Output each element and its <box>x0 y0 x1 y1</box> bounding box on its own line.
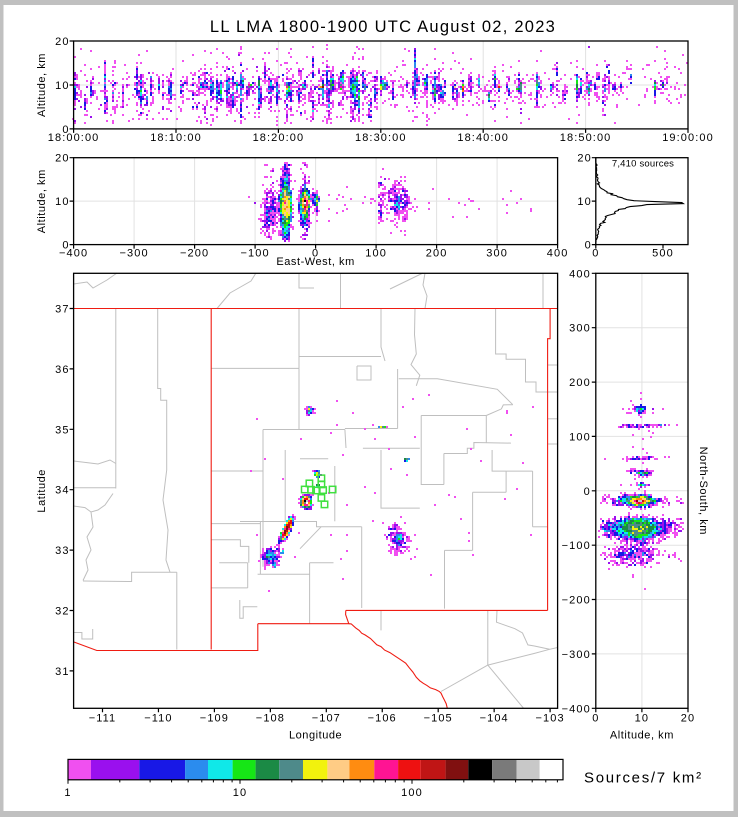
svg-text:LL LMA 1800-1900 UTC August 02: LL LMA 1800-1900 UTC August 02, 2023 <box>210 18 556 36</box>
svg-text:Sources/7 km²: Sources/7 km² <box>584 769 703 786</box>
svg-text:10: 10 <box>55 80 69 92</box>
svg-text:−105: −105 <box>424 713 453 725</box>
svg-text:−100: −100 <box>562 540 591 552</box>
svg-text:18:40:00: 18:40:00 <box>457 132 509 144</box>
svg-text:200: 200 <box>426 248 448 260</box>
svg-text:−110: −110 <box>144 713 172 725</box>
svg-text:34: 34 <box>55 485 69 497</box>
svg-text:−108: −108 <box>256 713 285 725</box>
svg-text:100: 100 <box>401 787 423 799</box>
svg-text:10: 10 <box>635 713 649 725</box>
svg-text:−109: −109 <box>200 713 229 725</box>
svg-text:32: 32 <box>55 606 69 618</box>
svg-text:400: 400 <box>547 248 569 260</box>
svg-text:33: 33 <box>55 545 69 557</box>
svg-text:18:30:00: 18:30:00 <box>355 132 407 144</box>
svg-text:0: 0 <box>584 486 591 498</box>
svg-text:7,410 sources: 7,410 sources <box>612 159 674 170</box>
svg-text:200: 200 <box>569 377 591 389</box>
svg-text:400: 400 <box>569 268 591 280</box>
svg-text:Altitude, km: Altitude, km <box>36 169 48 233</box>
svg-text:10: 10 <box>233 787 247 799</box>
svg-text:−103: −103 <box>536 713 565 725</box>
svg-text:20: 20 <box>55 36 69 48</box>
svg-text:18:10:00: 18:10:00 <box>150 132 202 144</box>
svg-text:−104: −104 <box>480 713 509 725</box>
svg-text:0: 0 <box>592 713 599 725</box>
svg-text:−106: −106 <box>368 713 397 725</box>
svg-text:0: 0 <box>62 124 69 136</box>
svg-text:0: 0 <box>62 240 69 252</box>
svg-text:0: 0 <box>592 248 599 260</box>
svg-text:20: 20 <box>577 153 591 165</box>
svg-text:North-South, km: North-South, km <box>697 447 709 535</box>
svg-text:500: 500 <box>652 248 674 260</box>
svg-text:−111: −111 <box>89 713 117 725</box>
svg-text:10: 10 <box>577 196 591 208</box>
svg-text:Altitude, km: Altitude, km <box>610 729 674 741</box>
svg-text:100: 100 <box>365 248 387 260</box>
svg-text:Longitude: Longitude <box>289 729 342 741</box>
svg-text:0: 0 <box>312 248 319 260</box>
svg-text:35: 35 <box>55 424 69 436</box>
svg-text:−300: −300 <box>120 248 149 260</box>
svg-text:−200: −200 <box>180 248 209 260</box>
svg-text:300: 300 <box>486 248 508 260</box>
svg-text:−400: −400 <box>59 248 88 260</box>
svg-text:18:00:00: 18:00:00 <box>48 132 100 144</box>
svg-text:19:00:00: 19:00:00 <box>662 132 714 144</box>
svg-text:0: 0 <box>585 240 592 252</box>
svg-text:−300: −300 <box>562 649 591 661</box>
svg-text:36: 36 <box>55 364 69 376</box>
svg-text:18:50:00: 18:50:00 <box>560 132 612 144</box>
svg-text:300: 300 <box>569 323 591 335</box>
svg-text:−107: −107 <box>312 713 341 725</box>
svg-text:20: 20 <box>681 713 695 725</box>
svg-text:10: 10 <box>55 196 69 208</box>
svg-text:Latitude: Latitude <box>36 469 48 513</box>
svg-text:20: 20 <box>55 153 69 165</box>
svg-text:100: 100 <box>569 431 591 443</box>
svg-text:−100: −100 <box>241 248 270 260</box>
svg-text:Altitude, km: Altitude, km <box>36 53 48 117</box>
svg-text:37: 37 <box>55 304 69 316</box>
svg-text:−200: −200 <box>562 595 591 607</box>
svg-text:East-West, km: East-West, km <box>276 256 354 268</box>
svg-text:18:20:00: 18:20:00 <box>253 132 305 144</box>
svg-text:31: 31 <box>55 666 69 678</box>
svg-text:1: 1 <box>64 787 71 799</box>
svg-text:−400: −400 <box>562 703 591 715</box>
